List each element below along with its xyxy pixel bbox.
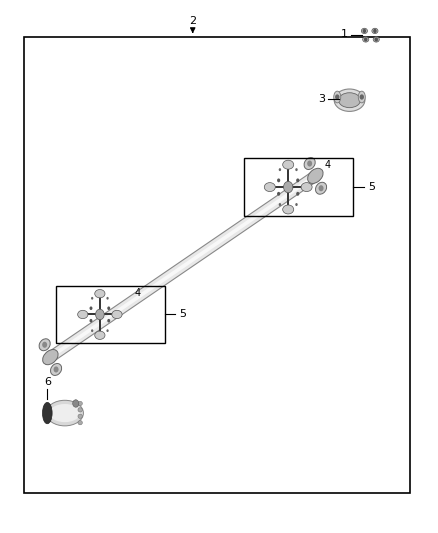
Text: 5: 5 xyxy=(179,310,186,319)
Text: 4: 4 xyxy=(324,160,330,170)
Circle shape xyxy=(307,160,312,167)
Ellipse shape xyxy=(78,401,82,406)
Circle shape xyxy=(279,203,281,206)
Circle shape xyxy=(373,29,377,33)
Circle shape xyxy=(107,319,110,322)
Ellipse shape xyxy=(372,28,378,34)
Ellipse shape xyxy=(78,414,82,418)
Circle shape xyxy=(283,181,293,193)
Ellipse shape xyxy=(361,28,367,34)
Circle shape xyxy=(279,168,281,171)
Ellipse shape xyxy=(334,91,341,103)
Text: 5: 5 xyxy=(368,182,375,192)
Ellipse shape xyxy=(283,205,294,214)
Circle shape xyxy=(296,179,299,182)
Circle shape xyxy=(53,366,59,373)
Ellipse shape xyxy=(78,310,88,319)
Ellipse shape xyxy=(95,331,105,340)
Ellipse shape xyxy=(373,37,379,42)
Polygon shape xyxy=(49,174,316,359)
Ellipse shape xyxy=(339,93,360,108)
Circle shape xyxy=(277,192,280,196)
Circle shape xyxy=(91,297,93,300)
Circle shape xyxy=(106,297,109,300)
Ellipse shape xyxy=(78,408,82,412)
Polygon shape xyxy=(48,171,318,362)
Ellipse shape xyxy=(112,310,122,319)
Ellipse shape xyxy=(50,364,62,375)
Ellipse shape xyxy=(358,91,365,103)
Circle shape xyxy=(318,185,324,191)
Ellipse shape xyxy=(334,89,365,111)
Bar xyxy=(56,286,165,343)
Circle shape xyxy=(106,329,109,332)
Circle shape xyxy=(89,319,92,322)
Circle shape xyxy=(91,329,93,332)
Text: 2: 2 xyxy=(189,15,196,26)
Circle shape xyxy=(296,192,299,196)
Ellipse shape xyxy=(363,37,369,42)
Text: 3: 3 xyxy=(318,94,325,103)
Text: 6: 6 xyxy=(44,377,51,387)
Ellipse shape xyxy=(78,421,82,425)
Circle shape xyxy=(42,342,47,348)
Circle shape xyxy=(335,94,339,100)
Ellipse shape xyxy=(46,400,83,426)
Circle shape xyxy=(73,400,79,407)
Ellipse shape xyxy=(42,350,58,365)
Ellipse shape xyxy=(304,158,315,169)
Text: 1: 1 xyxy=(341,29,348,39)
Ellipse shape xyxy=(315,182,327,194)
Circle shape xyxy=(364,37,367,42)
Ellipse shape xyxy=(301,183,312,191)
Ellipse shape xyxy=(283,160,294,169)
Circle shape xyxy=(295,203,298,206)
Ellipse shape xyxy=(42,402,52,424)
Ellipse shape xyxy=(49,404,80,422)
Text: 4: 4 xyxy=(135,288,141,298)
Bar xyxy=(24,37,410,493)
Ellipse shape xyxy=(95,289,105,298)
Circle shape xyxy=(374,37,378,42)
Circle shape xyxy=(95,309,104,320)
Circle shape xyxy=(277,179,280,182)
Bar xyxy=(244,158,353,216)
Ellipse shape xyxy=(264,183,276,191)
Ellipse shape xyxy=(307,168,323,183)
Ellipse shape xyxy=(39,339,50,351)
Circle shape xyxy=(89,306,92,310)
Circle shape xyxy=(295,168,298,171)
Circle shape xyxy=(360,94,364,100)
Circle shape xyxy=(363,29,366,33)
Circle shape xyxy=(107,306,110,310)
